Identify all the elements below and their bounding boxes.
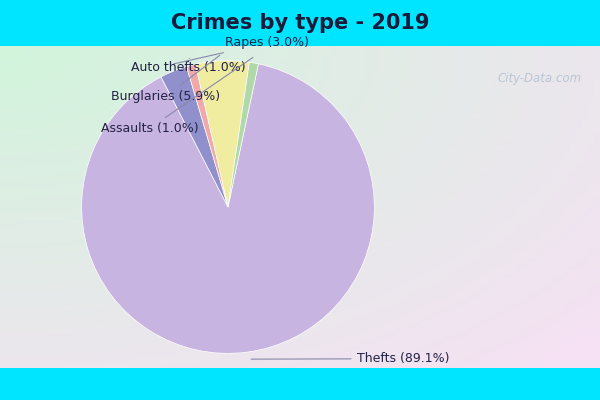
Wedge shape [196, 61, 250, 207]
Text: Rapes (3.0%): Rapes (3.0%) [173, 36, 309, 64]
Wedge shape [161, 67, 228, 207]
Text: Crimes by type - 2019: Crimes by type - 2019 [171, 13, 429, 33]
Text: Burglaries (5.9%): Burglaries (5.9%) [111, 55, 220, 103]
Wedge shape [187, 64, 228, 207]
Text: Thefts (89.1%): Thefts (89.1%) [251, 352, 449, 365]
Wedge shape [82, 64, 374, 353]
Text: City-Data.com: City-Data.com [498, 72, 582, 85]
Text: Assaults (1.0%): Assaults (1.0%) [101, 58, 253, 135]
Wedge shape [228, 62, 259, 207]
Text: Auto thefts (1.0%): Auto thefts (1.0%) [131, 58, 246, 74]
